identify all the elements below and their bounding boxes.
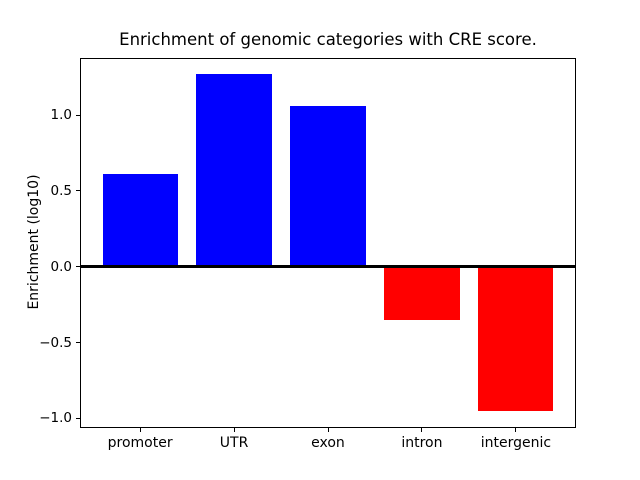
y-tick — [76, 266, 80, 268]
x-tick-label-intergenic: intergenic — [480, 434, 552, 451]
y-tick-label: 0.0 — [50, 258, 72, 275]
y-tick — [76, 417, 80, 419]
x-tick — [327, 427, 329, 432]
x-tick — [233, 427, 235, 432]
x-tick — [421, 427, 423, 432]
bar-intergenic — [478, 266, 554, 411]
bar-UTR — [196, 74, 272, 267]
chart-title: Enrichment of genomic categories with CR… — [119, 30, 537, 49]
bar-intron — [384, 266, 460, 320]
bar-promoter — [102, 174, 178, 267]
x-tick — [515, 427, 517, 432]
zero-line — [80, 265, 576, 269]
y-tick-label: 1.0 — [50, 107, 72, 124]
bar-exon — [290, 106, 366, 267]
y-tick — [76, 114, 80, 116]
y-tick-label: −1.0 — [39, 410, 72, 427]
y-tick-label: −0.5 — [39, 334, 72, 351]
x-tick-label-UTR: UTR — [219, 434, 249, 451]
x-tick-label-intron: intron — [401, 434, 443, 451]
y-tick — [76, 190, 80, 192]
plot-area — [80, 57, 576, 428]
x-tick-label-exon: exon — [311, 434, 345, 451]
y-tick — [76, 342, 80, 343]
y-tick-label: 0.5 — [50, 182, 72, 199]
x-tick-label-promoter: promoter — [107, 434, 173, 451]
x-tick — [139, 427, 141, 432]
